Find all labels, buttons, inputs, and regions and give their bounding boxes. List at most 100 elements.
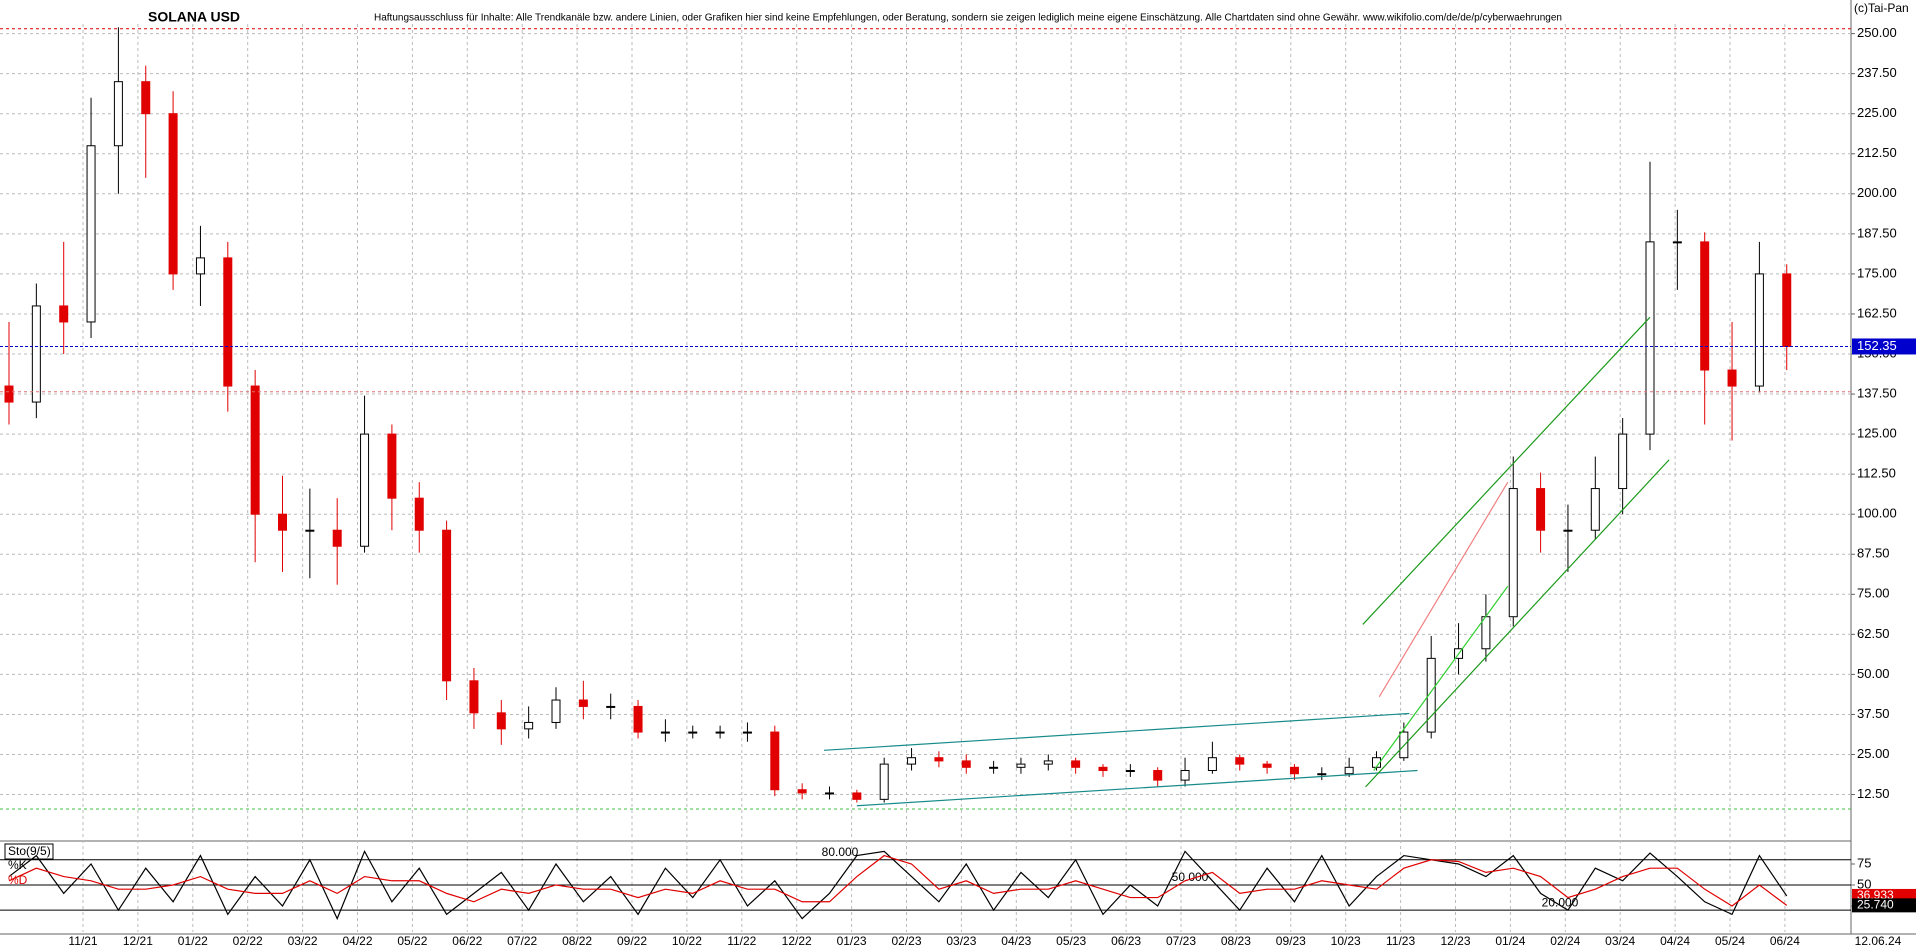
candle-body <box>1289 766 1299 775</box>
trend-line <box>1365 459 1670 788</box>
candle-body <box>989 766 999 769</box>
y-tick-label: 187.50 <box>1857 225 1897 240</box>
candle-body <box>551 699 561 723</box>
y-tick-label: 50 <box>1857 876 1871 891</box>
last-price-box <box>1852 338 1916 355</box>
y-tick-label: 200.00 <box>1857 185 1897 200</box>
y-tick-label: 237.50 <box>1857 65 1897 80</box>
x-tick-label: 08/23 <box>1221 934 1251 948</box>
x-tick-label: 01/23 <box>837 934 867 948</box>
source: (c)Tai-Pan <box>1854 1 1909 15</box>
y-tick-label: 212.50 <box>1857 145 1897 160</box>
y-tick-label: 125.00 <box>1857 426 1897 441</box>
x-tick-label: 05/23 <box>1056 934 1086 948</box>
chart-title: SOLANA USD <box>148 9 240 25</box>
level-label: 50.000 <box>1172 870 1209 884</box>
candle-body <box>1098 766 1108 772</box>
y-tick-label: 175.00 <box>1857 265 1897 280</box>
indicator-box <box>4 843 54 860</box>
legend-entry: %K <box>8 858 27 872</box>
candle-body <box>524 721 534 730</box>
candle-body <box>387 433 397 499</box>
candle-body <box>1536 488 1546 531</box>
candle-body <box>31 305 41 403</box>
candle-body <box>442 529 452 682</box>
x-tick-label: 07/22 <box>507 934 537 948</box>
y-tick-label: 162.50 <box>1857 305 1897 320</box>
candle-body <box>1125 770 1135 773</box>
x-tick-label: 12/21 <box>123 934 153 948</box>
candle-body <box>168 113 178 275</box>
x-tick-label: 04/23 <box>1001 934 1031 948</box>
candle-body <box>606 705 616 708</box>
x-tick-label: 05/22 <box>397 934 427 948</box>
x-tick-label: 12/23 <box>1440 934 1470 948</box>
indicator-label: Sto(9/5) <box>8 844 51 858</box>
candle-body <box>934 757 944 762</box>
y-tick-label: 25.00 <box>1857 746 1890 761</box>
candle-body <box>1043 760 1053 765</box>
candle-body <box>1727 369 1737 387</box>
legend-entry: %D <box>8 873 28 887</box>
candle-body <box>825 792 834 795</box>
date-label: 12.06.24 <box>1855 934 1902 948</box>
candle-body <box>742 731 752 734</box>
candle-body <box>414 497 424 531</box>
candle-body <box>305 529 315 532</box>
candle-body <box>86 145 96 323</box>
trend-line <box>823 712 1410 751</box>
candle-body <box>578 699 588 707</box>
level-label: 20.000 <box>1542 895 1579 909</box>
y-tick-label: 100.00 <box>1857 506 1897 521</box>
trend-line <box>856 769 1418 807</box>
x-tick-label: 02/22 <box>233 934 263 948</box>
candle-body <box>1317 773 1327 776</box>
candle-body <box>1672 241 1682 244</box>
candle-body <box>1645 241 1655 435</box>
x-tick-label: 06/24 <box>1770 934 1800 948</box>
candle-body <box>1235 757 1245 765</box>
x-tick-label: 07/23 <box>1166 934 1196 948</box>
x-tick-label: 06/22 <box>452 934 482 948</box>
x-tick-label: 01/24 <box>1495 934 1525 948</box>
x-tick-label: 04/24 <box>1660 934 1690 948</box>
y-tick-label: 12.50 <box>1857 786 1890 801</box>
x-tick-label: 05/24 <box>1715 934 1745 948</box>
x-tick-label: 10/22 <box>672 934 702 948</box>
y-tick-label: 137.50 <box>1857 385 1897 400</box>
candle-body <box>1563 529 1573 532</box>
candle-body <box>879 763 889 800</box>
candle-body <box>4 385 14 403</box>
indicator-line <box>8 849 1788 921</box>
candle-body <box>961 760 971 768</box>
x-tick-label: 03/23 <box>946 934 976 948</box>
candle-body <box>1782 273 1792 347</box>
x-tick-label: 03/22 <box>288 934 318 948</box>
candle-body <box>1426 657 1436 733</box>
candle-body <box>1071 760 1081 768</box>
y-tick-label: 250.00 <box>1857 25 1897 40</box>
candle-body <box>1481 616 1491 650</box>
x-tick-label: 08/22 <box>562 934 592 948</box>
candle-body <box>360 433 370 547</box>
y-tick-label: 75.00 <box>1857 586 1890 601</box>
x-tick-label: 02/24 <box>1550 934 1580 948</box>
level-label: 80.000 <box>822 845 859 859</box>
indicator-line <box>8 854 1788 907</box>
candle-body <box>1700 241 1710 371</box>
x-tick-label: 02/23 <box>891 934 921 948</box>
candle-body <box>1180 770 1190 781</box>
x-tick-label: 11/22 <box>727 934 756 948</box>
y-tick-label: 75 <box>1857 855 1871 870</box>
trend-line <box>1378 481 1509 698</box>
last-price-label: 152.35 <box>1857 338 1897 353</box>
candle-body <box>1590 488 1600 531</box>
y-tick-label: 112.50 <box>1857 466 1896 481</box>
x-tick-label: 04/22 <box>342 934 372 948</box>
candle-body <box>113 81 123 147</box>
candle-body <box>469 680 479 714</box>
candle-body <box>250 385 260 515</box>
y-tick-label: 87.50 <box>1857 546 1890 561</box>
x-tick-label: 06/23 <box>1111 934 1141 948</box>
disclaimer: Haftungsausschluss für Inhalte: Alle Tre… <box>374 13 1562 24</box>
